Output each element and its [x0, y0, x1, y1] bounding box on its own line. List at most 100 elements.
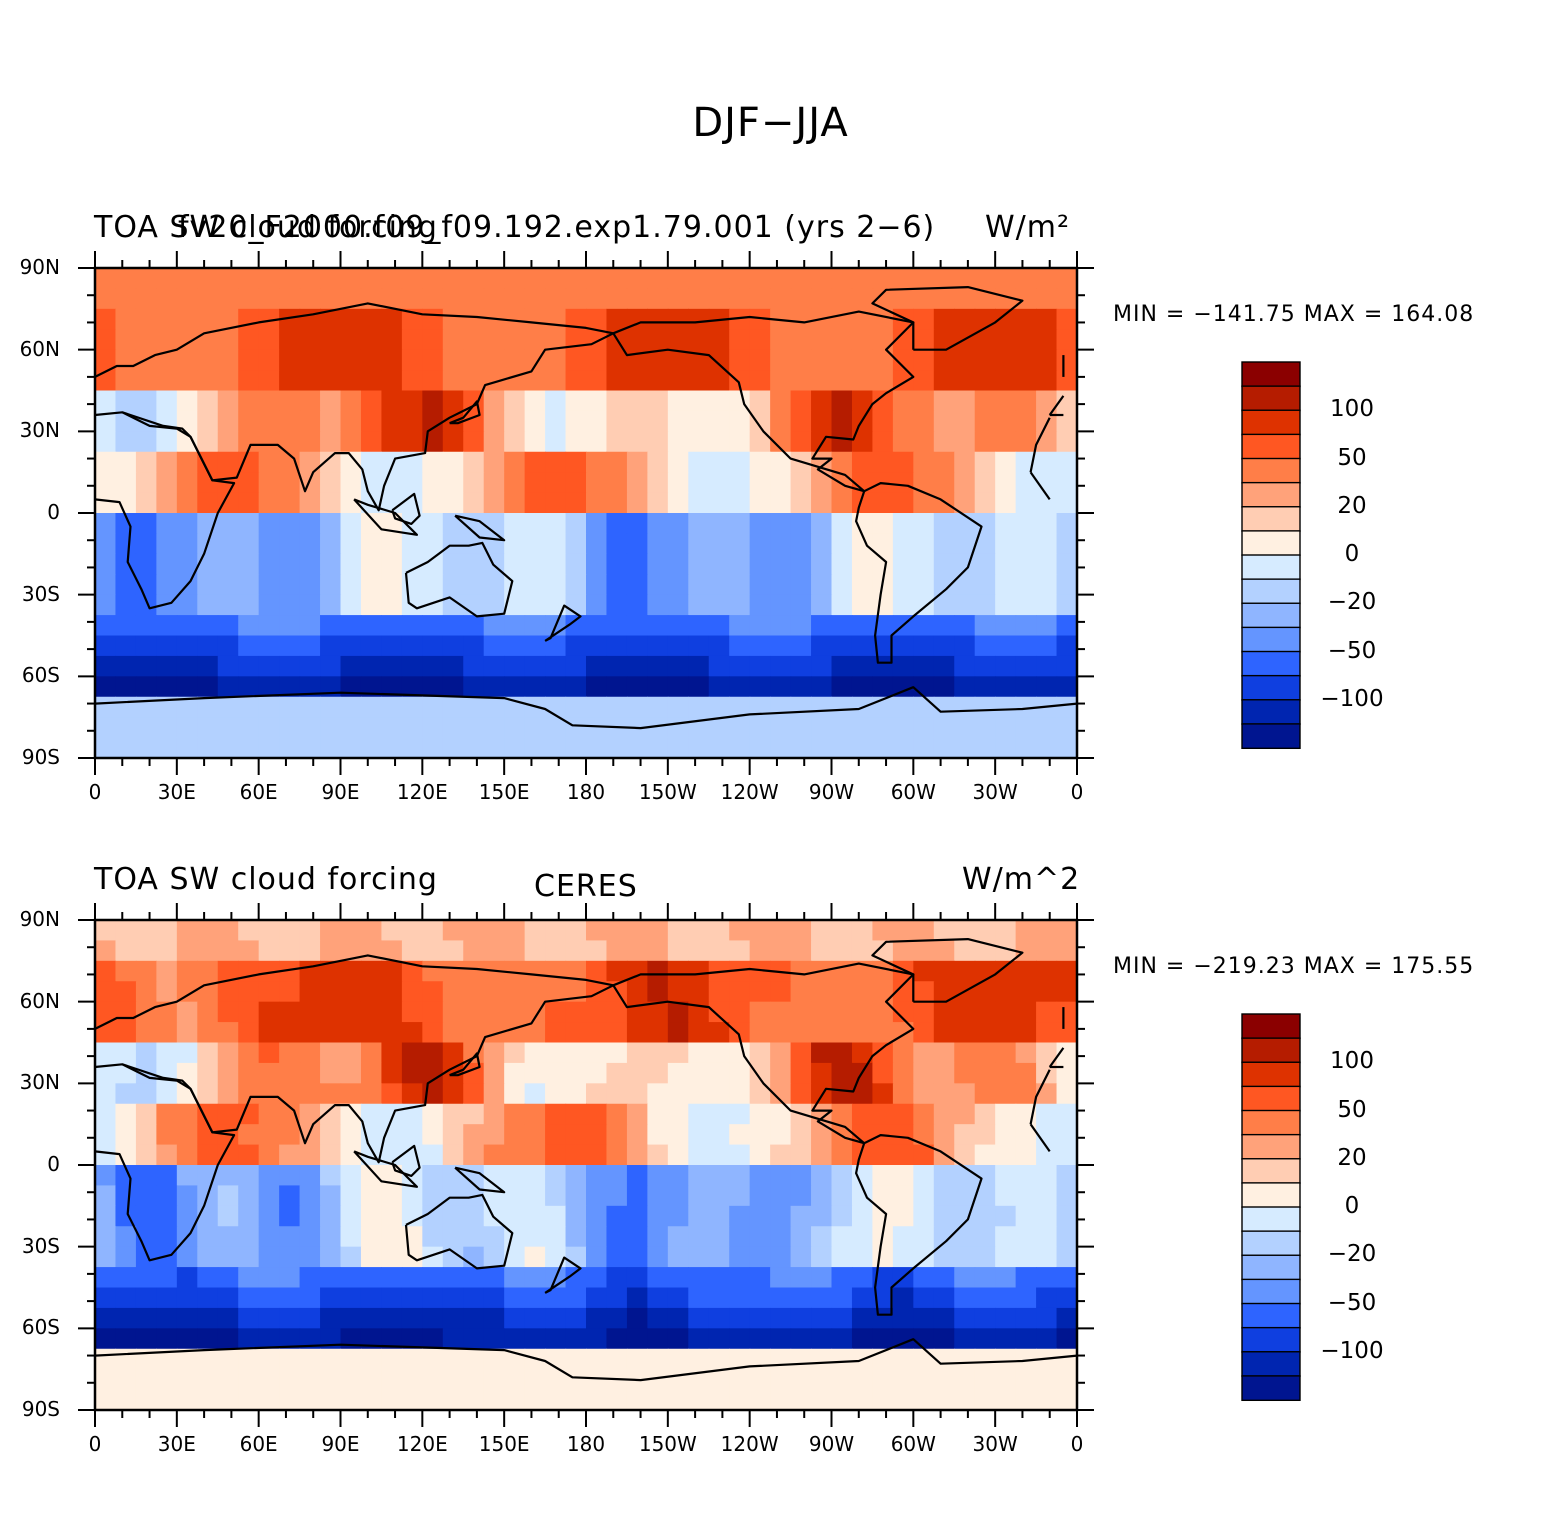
heatmap-cell	[156, 1165, 178, 1187]
heatmap-cell	[545, 553, 567, 575]
heatmap-cell	[217, 1001, 239, 1023]
heatmap-cell	[913, 431, 935, 453]
heatmap-cell	[279, 574, 301, 596]
heatmap-cell	[688, 1083, 710, 1105]
heatmap-cell	[708, 1287, 730, 1309]
heatmap-cell	[258, 737, 280, 759]
heatmap-cell	[217, 1185, 239, 1207]
heatmap-cell	[340, 1226, 362, 1248]
heatmap-cell	[626, 1042, 648, 1064]
heatmap-cell	[279, 1307, 301, 1329]
heatmap-cell	[258, 1062, 280, 1084]
heatmap-cell	[258, 1165, 280, 1187]
heatmap-cell	[463, 390, 485, 412]
heatmap-cell	[647, 1226, 669, 1248]
coastline	[404, 1193, 514, 1270]
heatmap-cell	[197, 451, 219, 473]
heatmap-cell	[708, 1389, 730, 1411]
heatmap-cell	[422, 1165, 444, 1187]
heatmap-cell	[504, 349, 526, 371]
heatmap-cell	[299, 1307, 321, 1329]
heatmap-cell	[360, 1328, 383, 1350]
heatmap-cell	[606, 349, 628, 371]
heatmap-cell	[770, 370, 792, 392]
heatmap-cell	[176, 940, 198, 962]
heatmap-cell	[258, 981, 280, 1003]
heatmap-cell	[790, 513, 812, 535]
heatmap-cell	[1036, 1246, 1058, 1268]
heatmap-cell	[954, 533, 976, 555]
heatmap-cell	[545, 1022, 567, 1044]
heatmap-cell	[217, 431, 239, 453]
heatmap-cell	[565, 1022, 587, 1044]
heatmap-cell	[442, 696, 464, 718]
heatmap-cell	[176, 451, 198, 473]
heatmap-cell	[197, 676, 219, 698]
heatmap-cell	[381, 655, 403, 677]
heatmap-cell	[401, 574, 423, 596]
heatmap-cell	[320, 472, 342, 494]
heatmap-cell	[115, 431, 137, 453]
heatmap-cell	[545, 1165, 567, 1187]
heatmap-cell	[217, 268, 239, 290]
heatmap-cell	[504, 1042, 526, 1064]
heatmap-cell	[504, 533, 526, 555]
heatmap-cell	[422, 513, 444, 535]
heatmap-cell	[197, 308, 219, 330]
heatmap-cell	[320, 940, 342, 962]
heatmap-cell	[197, 288, 219, 310]
heatmap-cell	[954, 1144, 976, 1166]
heatmap-cell	[626, 737, 648, 759]
heatmap-cell	[892, 574, 914, 596]
heatmap-cell	[872, 655, 894, 677]
heatmap-cell	[115, 960, 137, 982]
heatmap-cell	[667, 1103, 689, 1125]
heatmap-cell	[340, 268, 362, 290]
heatmap-cell	[545, 1328, 567, 1350]
heatmap-cell	[586, 1267, 608, 1289]
heatmap-cell	[238, 1389, 260, 1411]
heatmap-cell	[463, 553, 485, 575]
heatmap-cell	[708, 1103, 730, 1125]
heatmap-cell	[913, 553, 935, 575]
heatmap-cell	[176, 635, 198, 657]
heatmap-cell	[586, 1328, 608, 1350]
heatmap-cell	[483, 920, 505, 942]
heatmap-cell	[729, 513, 751, 535]
heatmap-cell	[933, 635, 955, 657]
heatmap-cell	[770, 940, 792, 962]
heatmap-cell	[667, 574, 689, 596]
heatmap-cell	[790, 676, 812, 698]
heatmap-cell	[217, 513, 239, 535]
heatmap-cell	[749, 1144, 771, 1166]
heatmap-cell	[524, 431, 546, 453]
heatmap-cell	[115, 1348, 137, 1370]
heatmap-cell	[217, 1287, 239, 1309]
heatmap-cell	[831, 1001, 853, 1023]
heatmap-cell	[1036, 492, 1058, 514]
heatmap-cell	[995, 717, 1017, 739]
heatmap-cell	[299, 390, 321, 412]
heatmap-cell	[872, 1022, 894, 1044]
heatmap-cell	[401, 717, 423, 739]
heatmap-cell	[1036, 1165, 1058, 1187]
heatmap-cell	[913, 1062, 935, 1084]
heatmap-cell	[749, 676, 771, 698]
heatmap-cell	[95, 920, 117, 942]
heatmap-cell	[626, 940, 648, 962]
heatmap-cell	[667, 370, 689, 392]
heatmap-cell	[811, 553, 833, 575]
heatmap-cell	[770, 920, 792, 942]
heatmap-cell	[504, 329, 526, 351]
heatmap-cell	[565, 288, 587, 310]
heatmap-cell	[811, 451, 833, 473]
heatmap-cell	[851, 717, 874, 739]
heatmap-cell	[381, 1022, 403, 1044]
colorbar-label: 100	[1330, 1048, 1374, 1075]
heatmap-cell	[892, 940, 914, 962]
heatmap-cell	[831, 696, 853, 718]
heatmap-cell	[279, 1348, 301, 1370]
heatmap-cell	[340, 1389, 362, 1411]
heatmap-cell	[135, 390, 157, 412]
heatmap-cell	[606, 737, 628, 759]
